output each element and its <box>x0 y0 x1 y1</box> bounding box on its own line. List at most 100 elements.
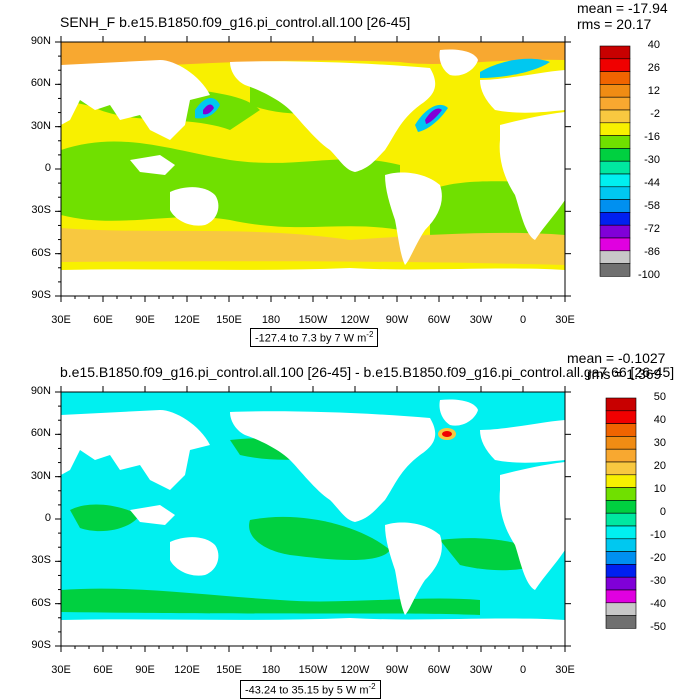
lon-label: 60W <box>427 664 451 676</box>
colorbar-label: 30 <box>653 437 666 450</box>
lon-label: 0 <box>519 314 527 326</box>
lat-label: 60N <box>30 77 51 90</box>
mean-value: mean = -0.1027 <box>567 350 666 366</box>
colorbar-label: 20 <box>653 460 666 473</box>
lon-label: 90W <box>385 664 409 676</box>
colorbar-label: -30 <box>650 575 666 588</box>
colorbar-label: -40 <box>650 598 666 611</box>
lat-ticks <box>55 391 571 647</box>
colorbar-swatch <box>605 500 637 514</box>
colorbar-swatch <box>605 615 637 629</box>
colorbar-swatch <box>599 84 631 98</box>
colorbar-swatch <box>599 224 631 239</box>
mean-value: mean = -17.94 <box>577 0 668 16</box>
colorbar-label: 0 <box>659 506 666 519</box>
lon-label: 30E <box>51 664 71 676</box>
map-svg <box>55 36 631 302</box>
colorbar-label: -100 <box>637 269 660 282</box>
lon-label: 30E <box>555 664 575 676</box>
lon-ticks <box>60 36 566 302</box>
lon-label: 150E <box>216 314 242 326</box>
lat-label: 90S <box>31 289 51 301</box>
lon-label: 180 <box>261 664 281 676</box>
rms-value: rms = 1.369 <box>587 366 662 382</box>
colorbar-swatch <box>599 237 631 252</box>
colorbar-label: -58 <box>644 200 660 213</box>
colorbar-swatch <box>599 148 631 162</box>
lat-label: 30S <box>31 554 51 567</box>
lon-label: 30E <box>555 314 575 326</box>
contour-range-box: -127.4 to 7.3 by 7 W m-2 <box>250 328 379 347</box>
colorbar-swatch <box>599 186 631 200</box>
arctic-band <box>61 42 565 72</box>
colorbar-swatch <box>599 160 631 175</box>
colorbar-swatch <box>605 423 637 437</box>
colorbar-swatch <box>605 448 637 463</box>
lon-label: 180 <box>261 314 281 326</box>
colorbar-swatch <box>599 109 631 124</box>
map-title: b.e15.B1850.f09_g16.pi_control.all.100 [… <box>60 364 675 380</box>
colorbar-swatch <box>605 564 637 578</box>
lon-label: 120W <box>340 664 370 676</box>
colorbar-swatch <box>605 525 637 540</box>
green-patch-pacific <box>249 516 390 560</box>
lat-label: 60N <box>30 427 51 440</box>
lon-label: 120E <box>174 664 200 676</box>
colorbar-label: 12 <box>647 85 660 98</box>
colorbar-swatch <box>605 576 637 591</box>
colorbar-swatch <box>599 45 631 60</box>
colorbar-label: 10 <box>653 483 666 496</box>
colorbar-swatch <box>599 135 631 149</box>
colorbar-label: 50 <box>653 391 666 403</box>
hotspot-core <box>442 431 452 437</box>
colorbar-swatch <box>605 512 637 527</box>
colorbar-swatch <box>599 212 631 226</box>
top-map-panel: SENH_F b.e15.B1850.f09_g16.pi_control.al… <box>30 0 668 347</box>
lat-label: 90N <box>30 35 51 47</box>
lat-label: 30N <box>30 469 51 482</box>
colorbar-label: -30 <box>644 154 660 167</box>
colorbar-label: -16 <box>644 131 660 144</box>
colorbar-label: -72 <box>644 223 660 236</box>
lon-label: 30E <box>51 314 71 326</box>
colorbar-swatch <box>605 397 637 412</box>
lon-label: 30W <box>469 314 493 326</box>
map-field <box>61 392 565 646</box>
contour-range-text: -127.4 to 7.3 by 7 W m <box>255 332 367 345</box>
lon-label: 60E <box>93 314 113 326</box>
map-field <box>61 42 565 296</box>
colorbar-swatch <box>605 436 637 450</box>
colorbar-swatch <box>599 122 631 136</box>
colorbar-swatch <box>599 71 631 85</box>
lat-label: 0 <box>44 512 51 524</box>
rms-value: rms = 20.17 <box>577 16 652 32</box>
colorbar-swatch <box>605 551 637 565</box>
lon-label: 90E <box>135 314 155 326</box>
lat-label: 60S <box>31 596 51 609</box>
lon-label: 60E <box>93 664 113 676</box>
kuroshio-core <box>203 104 214 115</box>
boundary-current-hotspots <box>195 58 550 132</box>
gulf-stream-core <box>425 108 442 124</box>
land-masses <box>61 49 565 296</box>
colorbar-label: -2 <box>650 108 660 121</box>
lat-label: 0 <box>44 162 51 174</box>
lat-label: 90S <box>31 639 51 651</box>
colorbar-swatch <box>605 474 637 488</box>
nordic-hotspot <box>480 58 550 78</box>
contour-range-unit-exponent: -2 <box>366 330 374 339</box>
lat-label: 90N <box>30 385 51 397</box>
colorbar-label: -44 <box>644 177 660 190</box>
contour-range-unit-exponent: -2 <box>368 682 376 691</box>
colorbar-swatch <box>599 250 631 264</box>
bottom-map-panel: b.e15.B1850.f09_g16.pi_control.all.100 [… <box>0 350 700 700</box>
lat-label: 30N <box>30 119 51 132</box>
lon-label: 150E <box>216 664 242 676</box>
colorbar-swatch <box>599 199 631 213</box>
green-patch-indian <box>70 504 140 532</box>
colorbar-swatch <box>605 538 637 552</box>
lon-label: 90W <box>385 314 409 326</box>
lon-label: 150W <box>298 664 328 676</box>
colorbar-swatch <box>599 96 631 111</box>
green-patch-southern <box>61 588 480 615</box>
